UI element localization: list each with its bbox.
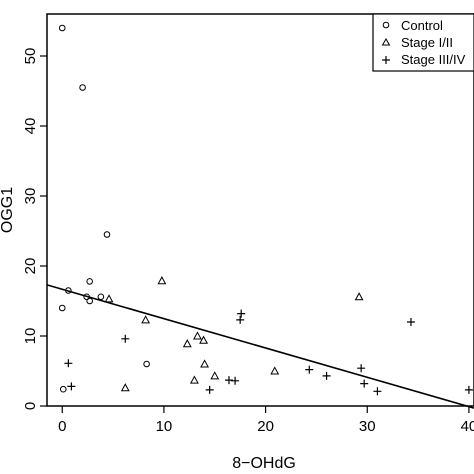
y-tick-label: 30 [22,188,39,205]
y-tick-label: 50 [22,48,39,65]
legend: Control Stage I/II Stage III/IV [372,13,474,72]
stage-iii-iv-point [373,387,382,396]
stage-iii-iv-point [224,376,233,385]
stage-i-ii-point [141,315,151,324]
stage-i-ii-point [120,383,130,392]
stage-i-ii-point [189,375,199,384]
legend-plus-icon [382,56,390,64]
stage-i-ii-point [193,331,202,340]
stage-iii-iv-point [464,385,473,394]
stage-iii-iv-point [231,376,240,385]
stage-iii-iv-point [406,318,415,326]
control-point [103,231,111,238]
legend-label-control: Control [401,18,443,33]
y-tick-label: 20 [22,258,39,275]
axes: 0 10 20 30 40 0 10 20 30 40 50 [22,48,474,435]
stage-iii-iv-point [64,359,73,368]
stage-iii-iv-point [121,334,130,343]
x-tick-label: 10 [156,418,173,435]
x-tick-label: 20 [257,418,274,435]
x-tick-label: 30 [359,418,376,435]
data-marks [46,24,474,409]
y-tick-label: 10 [22,328,39,345]
stage-iii-iv-point [322,371,331,380]
y-tick-label: 0 [22,402,39,410]
control-point [86,297,93,305]
stage-i-ii-point [270,366,280,375]
control-point [59,385,67,393]
legend-box [372,13,474,72]
control-point [83,293,90,301]
stage-i-ii-point [104,294,114,303]
plot-frame [46,13,474,407]
y-tick-label: 40 [22,118,39,135]
legend-triangle-icon [381,38,391,46]
stage-iii-iv-point [237,309,246,318]
x-tick-label: 0 [58,418,66,435]
stage-iii-iv-point [67,382,76,391]
control-point [58,24,66,32]
control-point [86,278,93,285]
legend-label-stage-iii-iv: Stage III/IV [401,52,466,67]
stage-iii-iv-point [205,385,214,394]
stage-i-ii-point [157,276,167,285]
stage-i-ii-point [199,335,209,344]
stage-i-ii-point [354,292,364,301]
x-axis-title: 8−OHdG [232,455,296,472]
y-axis-title: OGG1 [0,187,16,233]
stage-i-ii-point [182,339,192,348]
legend-label-stage-i-ii: Stage I/II [401,35,453,50]
stage-iii-iv-point [357,364,366,373]
stage-i-ii-point [210,371,220,380]
stage-iii-iv-point [305,365,314,374]
control-point [58,304,66,312]
stage-i-ii-point [200,359,210,368]
regression-line [46,284,474,409]
stage-iii-iv-point [360,379,369,388]
x-tick-label: 40 [461,418,474,435]
legend-circle-icon [382,21,390,29]
control-point [143,360,150,368]
control-point [79,84,86,91]
stage-iii-iv-point [236,315,245,324]
control-point [97,293,105,301]
control-point [65,287,72,294]
